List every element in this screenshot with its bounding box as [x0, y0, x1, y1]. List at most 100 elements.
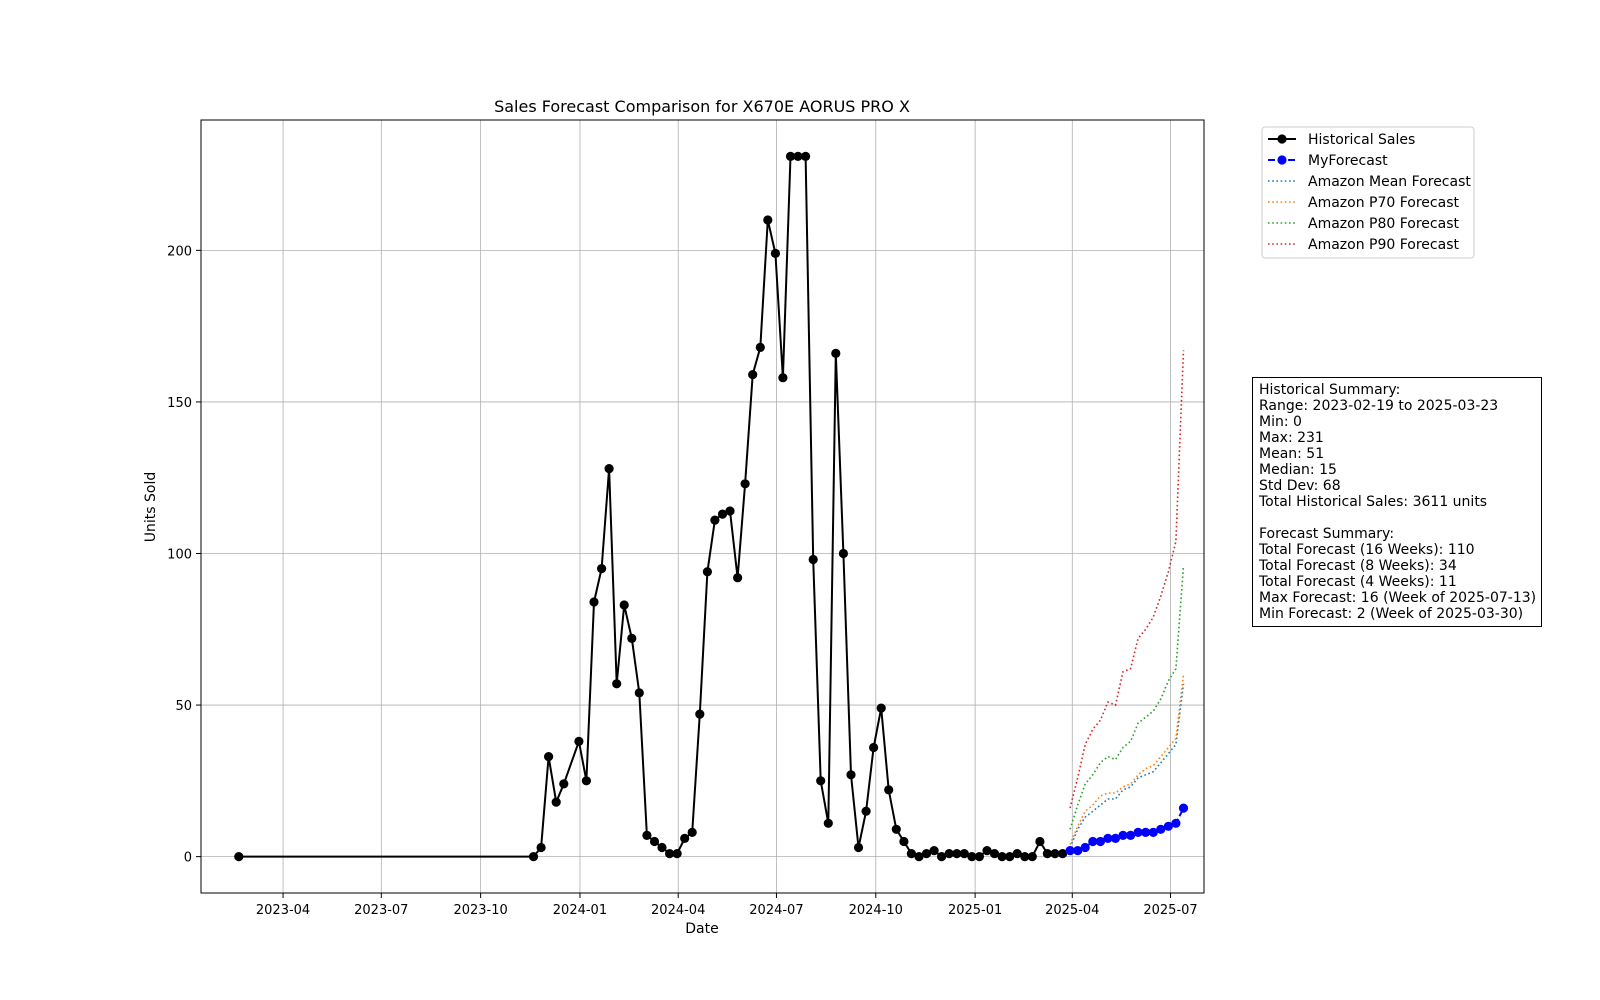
series-line	[1069, 565, 1185, 830]
data-point	[1178, 803, 1189, 813]
legend-item: Amazon P90 Forecast	[1268, 237, 1459, 253]
series-line	[1069, 683, 1185, 848]
x-tick-label: 2024-01	[553, 903, 607, 918]
legend-label: Amazon P70 Forecast	[1308, 195, 1459, 211]
data-point	[672, 849, 682, 859]
summary-spacer	[1259, 510, 1535, 526]
data-point	[959, 849, 969, 859]
chart-title: Sales Forecast Comparison for X670E AORU…	[494, 97, 910, 116]
data-point	[1148, 827, 1158, 838]
legend-label: Historical Sales	[1308, 132, 1415, 148]
x-tick-label: 2024-10	[849, 903, 903, 918]
data-point	[853, 842, 864, 853]
data-point	[1095, 836, 1105, 847]
data-point	[634, 688, 644, 698]
x-tick-label: 2024-07	[749, 903, 803, 918]
data-point	[740, 479, 750, 489]
data-point	[1118, 830, 1128, 841]
summary-line: Max: 231	[1259, 430, 1324, 446]
legend-frame	[1261, 126, 1475, 259]
data-point	[914, 852, 924, 862]
plot-frame	[200, 119, 1205, 894]
data-point	[581, 776, 592, 786]
summary-line: Mean: 51	[1259, 446, 1325, 462]
data-point	[234, 852, 244, 862]
legend-item: MyForecast	[1268, 153, 1388, 169]
data-point	[574, 736, 584, 747]
data-point	[657, 842, 667, 853]
data-point	[884, 785, 894, 795]
data-point	[944, 849, 954, 859]
data-point	[967, 852, 977, 862]
data-point	[627, 633, 637, 644]
legend-marker	[1277, 155, 1287, 165]
data-point	[778, 373, 788, 383]
summary-line: Total Forecast (4 Weeks): 11	[1259, 574, 1457, 590]
data-point	[816, 776, 826, 786]
data-point	[1171, 818, 1181, 828]
legend-label: Amazon P80 Forecast	[1308, 216, 1459, 232]
data-point	[680, 833, 690, 844]
data-point	[952, 849, 962, 859]
data-point	[710, 515, 720, 525]
legend-label: MyForecast	[1308, 153, 1388, 169]
legend-item: Amazon P80 Forecast	[1268, 216, 1459, 232]
data-point	[861, 806, 871, 816]
x-tick-label: 2023-04	[256, 903, 310, 918]
axes: 2023-04 2023-07 2023-10 2024-01 2024-04 2024-…	[167, 244, 1198, 918]
data-point	[551, 797, 561, 807]
summary-line: Total Forecast (16 Weeks): 110	[1259, 542, 1475, 558]
data-point	[717, 509, 728, 519]
summary-line: Min Forecast: 2 (Week of 2025-03-30)	[1259, 606, 1524, 622]
data-point	[876, 703, 886, 713]
series-amazon-p90-forecast	[1069, 350, 1185, 809]
x-tick-label: 2025-07	[1143, 903, 1197, 918]
legend: Historical Sales MyForecast Amazon Mean Fo…	[1261, 126, 1475, 259]
legend-item: Historical Sales	[1268, 132, 1415, 148]
series-amazon-p70-forecast	[1069, 674, 1185, 845]
data-point	[997, 852, 1007, 862]
data-point	[1163, 821, 1173, 831]
x-tick-label: 2025-01	[948, 903, 1002, 918]
series-line	[238, 155, 1063, 858]
legend-item: Amazon Mean Forecast	[1268, 174, 1471, 190]
data-point	[528, 852, 539, 862]
data-point	[1110, 833, 1121, 844]
data-point	[989, 849, 1000, 859]
data-point	[1042, 849, 1052, 859]
summary-line: Total Forecast (8 Weeks): 34	[1259, 558, 1457, 574]
data-point	[1103, 833, 1113, 844]
data-point	[899, 836, 909, 847]
data-point	[536, 842, 546, 853]
data-point	[793, 151, 803, 161]
data-point	[1012, 849, 1022, 859]
summary-box: Historical Summary: Range: 2023-02-19 to …	[1252, 377, 1542, 627]
data-point	[612, 679, 622, 689]
data-point	[649, 836, 660, 847]
data-point	[702, 567, 713, 577]
data-point	[1073, 846, 1083, 856]
data-point	[597, 564, 607, 574]
data-point	[665, 849, 675, 859]
data-point	[770, 248, 781, 258]
data-point	[748, 370, 758, 380]
summary-line: Max Forecast: 16 (Week of 2025-07-13)	[1259, 590, 1537, 606]
data-point	[1050, 849, 1060, 859]
data-point	[589, 597, 599, 607]
data-point	[725, 506, 735, 516]
y-tick-label: 150	[167, 396, 192, 411]
data-point	[838, 548, 849, 559]
data-point	[982, 846, 992, 856]
summary-line: Forecast Summary:	[1259, 526, 1395, 542]
x-axis-label: Date	[685, 921, 718, 937]
data-point	[619, 600, 629, 610]
data-point	[559, 779, 569, 789]
legend-label: Amazon Mean Forecast	[1308, 174, 1471, 190]
summary-line: Historical Summary:	[1259, 382, 1401, 398]
data-point	[604, 464, 614, 474]
data-point	[846, 770, 856, 780]
legend-marker	[1277, 134, 1287, 144]
data-point	[733, 573, 743, 583]
data-point	[823, 818, 833, 828]
data-point	[1126, 830, 1136, 841]
